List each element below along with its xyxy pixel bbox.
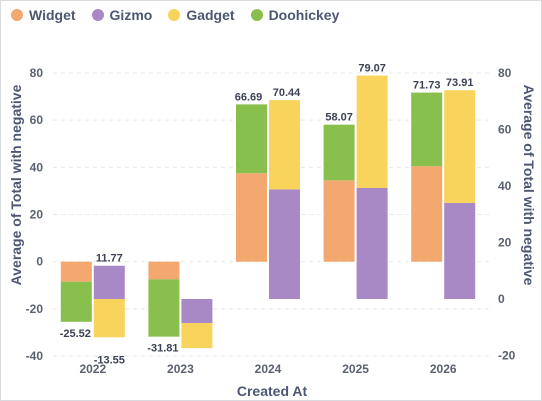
y-tick-right: 60 <box>498 123 512 137</box>
right-bar-gizmo-2025 <box>356 187 388 299</box>
right-bar-gadget-2025 <box>356 75 388 188</box>
y-tick-left: 60 <box>30 113 44 127</box>
left-bar-widget-2023 <box>148 261 180 280</box>
legend-dot-gadget <box>168 9 181 21</box>
total-label-2025: 58.07 <box>325 112 353 124</box>
data-labels: -25.52 11.77 -13.55 -31.81 66.69 70.44 58.07 79… <box>60 63 474 367</box>
left-bar-doohickey-2024 <box>236 104 267 174</box>
bars <box>60 75 476 349</box>
legend-label-gizmo: Gizmo <box>109 7 153 23</box>
x-tick-label: 2022 <box>79 362 106 376</box>
legend-label-gadget: Gadget <box>186 7 235 23</box>
left-bar-widget-2025 <box>323 180 355 262</box>
y-tick-right: 0 <box>498 292 505 306</box>
y-tick-right: -20 <box>498 349 516 363</box>
x-axis-title: Created At <box>237 383 308 399</box>
total-label-2024: 70.44 <box>273 87 301 99</box>
x-tick-label: 2023 <box>167 362 194 376</box>
total-label-2022: -25.52 <box>60 328 91 340</box>
total-label-2026: 71.73 <box>413 80 441 92</box>
y-tick-right: 80 <box>498 66 512 80</box>
x-tick-label: 2024 <box>255 362 282 376</box>
y-axis-title-right: Average of Total with negative <box>521 85 537 286</box>
x-tick-label: 2026 <box>430 362 457 376</box>
left-bar-widget-2026 <box>411 166 443 262</box>
legend-item-gadget[interactable]: Gadget <box>168 7 235 23</box>
legend-item-widget[interactable]: Widget <box>11 7 76 23</box>
right-bar-gadget-2026 <box>444 90 476 203</box>
x-tick-label: 2025 <box>342 362 369 376</box>
left-bar-widget-2022 <box>60 261 92 282</box>
total-label-2025: 79.07 <box>358 63 386 75</box>
legend-label-widget: Widget <box>29 7 76 23</box>
right-bar-gizmo-2026 <box>444 202 476 299</box>
legend-item-doohickey[interactable]: Doohickey <box>250 7 340 23</box>
legend-label-doohickey: Doohickey <box>268 7 340 23</box>
total-label-2022: 11.77 <box>96 253 123 265</box>
right-bar-gizmo-2024 <box>269 189 300 299</box>
left-bar-doohickey-2023 <box>148 279 180 337</box>
legend-item-gizmo[interactable]: Gizmo <box>91 7 153 23</box>
right-bar-gadget-2023 <box>181 323 213 349</box>
left-bar-doohickey-2022 <box>60 281 92 322</box>
y-tick-left: 20 <box>30 208 44 222</box>
y-tick-right: 20 <box>498 236 512 250</box>
right-bar-gizmo-2023 <box>181 299 213 324</box>
total-label-2022: -13.55 <box>94 354 125 366</box>
total-label-2024: 66.69 <box>235 91 263 103</box>
right-bar-gadget-2024 <box>269 100 300 190</box>
right-bar-gizmo-2022 <box>93 265 125 299</box>
axes: 80 60 40 20 0 -20 -40 80 60 40 20 0 -20 2022 2023 2024 2… <box>26 66 516 376</box>
chart-legend: Widget Gizmo Gadget Doohickey <box>11 7 339 23</box>
legend-dot-doohickey <box>250 9 263 21</box>
left-bar-widget-2024 <box>236 173 267 262</box>
y-axis-title-left: Average of Total with negative <box>8 84 24 285</box>
legend-dot-widget <box>11 9 23 21</box>
total-label-2023: -31.81 <box>147 343 178 355</box>
y-tick-right: 40 <box>498 179 512 193</box>
left-bar-doohickey-2026 <box>411 92 443 167</box>
y-tick-left: -40 <box>26 349 44 363</box>
y-tick-left: 0 <box>36 255 43 269</box>
y-tick-left: 40 <box>30 160 44 174</box>
y-tick-left: -20 <box>26 302 44 316</box>
right-bar-gadget-2022 <box>93 299 125 338</box>
left-bar-doohickey-2025 <box>323 124 355 181</box>
y-tick-left: 80 <box>30 66 44 80</box>
legend-dot-gizmo <box>91 9 104 21</box>
total-label-2026: 73.91 <box>446 77 474 89</box>
